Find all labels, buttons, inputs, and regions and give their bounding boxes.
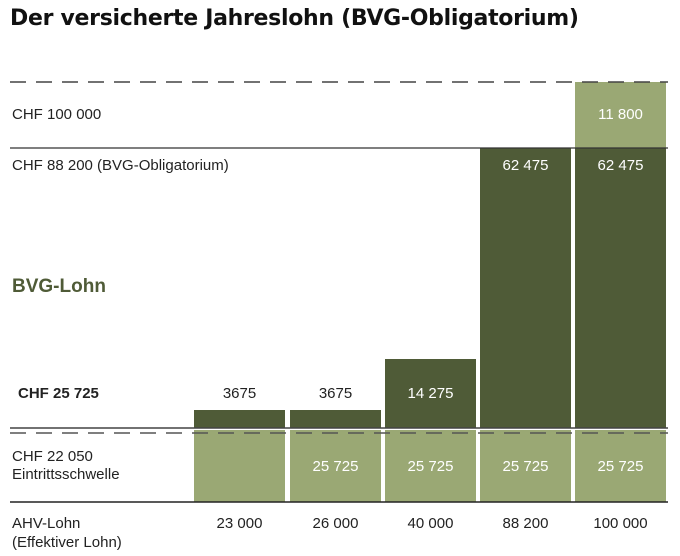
annotation-label: BVG-Lohn — [12, 276, 106, 297]
ref-label: CHF 22 050 — [12, 448, 93, 465]
bar-segment-base — [480, 430, 571, 502]
bar-segment-bvg — [194, 410, 285, 428]
bar-segment-bvg — [290, 410, 381, 428]
bar-segment-upper — [575, 82, 666, 148]
ref-label: CHF 88 200 (BVG-Obligatorium) — [12, 157, 229, 174]
x-axis-label: AHV-Lohn — [12, 515, 80, 532]
ref-label: CHF 100 000 — [12, 106, 101, 123]
bar-segment-base — [385, 430, 476, 502]
ref-label: Eintrittsschwelle — [12, 466, 120, 483]
x-tick-label: 100 000 — [593, 515, 647, 532]
bar-segment-base — [575, 430, 666, 502]
bar-label-bvg: 62 475 — [598, 157, 644, 174]
bar-label-base: 25 725 — [313, 458, 359, 475]
ref-label: CHF 25 725 — [18, 385, 99, 402]
x-tick-label: 88 200 — [503, 515, 549, 532]
bar-label-bvg: 14 275 — [408, 385, 454, 402]
bar-segment-bvg — [385, 359, 476, 428]
bar-label-bvg: 3675 — [319, 385, 352, 402]
x-axis-label: (Effektiver Lohn) — [12, 534, 122, 551]
bar-segment-bvg — [480, 148, 571, 428]
x-tick-label: 23 000 — [217, 515, 263, 532]
bar-label-bvg: 62 475 — [503, 157, 549, 174]
chart-title: Der versicherte Jahreslohn (BVG-Obligato… — [10, 6, 579, 31]
bar-segment-base — [290, 430, 381, 502]
bar-label-bvg: 3675 — [223, 385, 256, 402]
bar-label-upper: 11 800 — [598, 106, 643, 123]
bar-label-base: 25 725 — [408, 458, 454, 475]
bar-segment-bvg — [575, 148, 666, 428]
x-tick-label: 40 000 — [408, 515, 454, 532]
bar-label-base: 25 725 — [503, 458, 549, 475]
bar-segment-base — [194, 430, 285, 502]
x-tick-label: 26 000 — [313, 515, 359, 532]
bar-label-base: 25 725 — [598, 458, 644, 475]
